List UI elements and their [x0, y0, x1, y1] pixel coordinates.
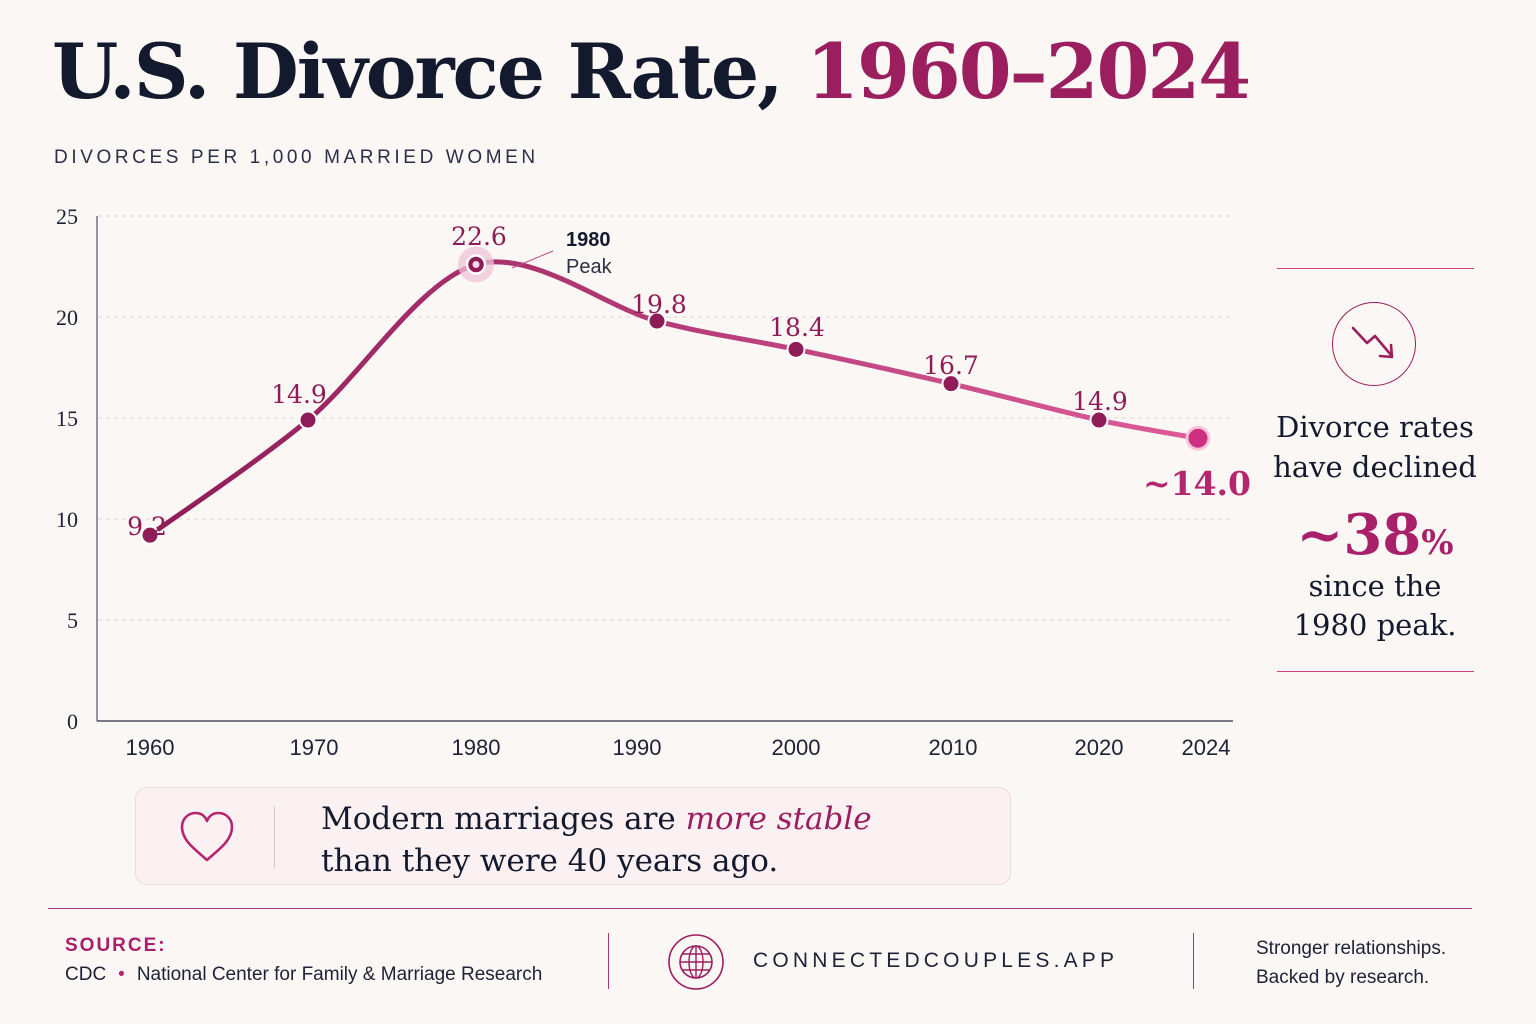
footer-divider-right — [1193, 933, 1194, 989]
y-tick-label: 5 — [67, 608, 78, 633]
x-tick-label: 1970 — [290, 735, 339, 760]
data-label: 14.9 — [271, 380, 327, 409]
y-tick-label: 25 — [56, 204, 78, 229]
x-tick-label: 2010 — [929, 735, 978, 760]
data-label: ~14.0 — [1143, 464, 1251, 503]
data-label: 19.8 — [631, 290, 687, 319]
source-ncfmr: National Center for Family & Marriage Re… — [136, 964, 543, 985]
side-rule-top — [1277, 268, 1474, 269]
x-tick-label: 2020 — [1075, 735, 1124, 760]
x-tick-label: 2024 — [1182, 735, 1231, 760]
callout-text: Modern marriages are more stable than th… — [321, 798, 872, 882]
x-tick-label: 1990 — [613, 735, 662, 760]
data-point — [298, 410, 318, 430]
data-label: 18.4 — [769, 313, 825, 342]
website-link[interactable]: CONNECTEDCOUPLES.APP — [753, 949, 1119, 972]
peak-point-center — [472, 260, 480, 268]
line-chart: 0 5 10 15 20 25 1960 1970 1980 1990 2000 2010 2020 2… — [56, 204, 1251, 760]
side-text-line2: have declined — [1273, 450, 1477, 484]
x-tick-label: 2000 — [772, 735, 821, 760]
callout-emphasis: more stable — [685, 801, 872, 837]
peak-leader-line — [511, 250, 554, 269]
source-list: CDC • National Center for Family & Marriag… — [65, 964, 542, 986]
source-separator: • — [118, 964, 125, 985]
source-cdc: CDC — [65, 964, 107, 985]
decline-percent-value: ~38 — [1296, 502, 1422, 568]
side-text-line3: since the — [1308, 569, 1442, 603]
y-tick-label: 15 — [56, 406, 78, 431]
series-line — [147, 259, 1201, 538]
callout-text-start: Modern marriages are — [321, 801, 686, 837]
trend-down-icon — [1332, 302, 1416, 386]
footer-divider — [48, 908, 1472, 909]
peak-annotation-text: Peak — [566, 256, 613, 278]
title-main: U.S. Divorce Rate, — [52, 27, 807, 116]
tagline: Stronger relationships. Backed by researc… — [1256, 934, 1446, 992]
tagline-line2: Backed by research. — [1256, 967, 1430, 988]
source-heading: SOURCE: — [65, 935, 167, 956]
data-point — [1089, 410, 1109, 430]
y-tick-label: 0 — [67, 709, 78, 734]
globe-icon — [668, 934, 724, 990]
y-tick-label: 10 — [56, 507, 78, 532]
side-rule-bottom — [1277, 671, 1474, 672]
chart-subtitle: DIVORCES PER 1,000 MARRIED WOMEN — [54, 147, 539, 168]
data-point — [941, 374, 961, 394]
data-point — [1185, 425, 1211, 451]
y-tick-label: 20 — [56, 305, 78, 330]
x-tick-label: 1980 — [452, 735, 501, 760]
data-label: 14.9 — [1072, 387, 1128, 416]
stability-callout: Modern marriages are more stable than th… — [135, 787, 1011, 885]
side-text-line1: Divorce rates — [1276, 410, 1474, 444]
data-point — [786, 339, 806, 359]
x-tick-label: 1960 — [126, 735, 175, 760]
data-point — [647, 311, 667, 331]
peak-annotation-year: 1980 — [566, 229, 611, 251]
side-text-line4: 1980 peak. — [1293, 608, 1457, 642]
data-label: 22.6 — [451, 222, 507, 251]
heart-icon — [180, 811, 234, 862]
chart-title: U.S. Divorce Rate, 1960–2024 — [52, 27, 1251, 116]
data-point — [140, 525, 160, 545]
decline-percent-sign: % — [1421, 523, 1454, 563]
data-label: 9.2 — [127, 512, 167, 541]
callout-text-line2: than they were 40 years ago. — [321, 843, 779, 879]
footer-divider-left — [608, 933, 609, 989]
decline-percent: ~38% — [1262, 500, 1488, 578]
tagline-line1: Stronger relationships. — [1256, 938, 1447, 959]
title-years: 1960–2024 — [806, 27, 1251, 116]
callout-divider — [274, 806, 275, 868]
data-label: 16.7 — [923, 351, 979, 380]
